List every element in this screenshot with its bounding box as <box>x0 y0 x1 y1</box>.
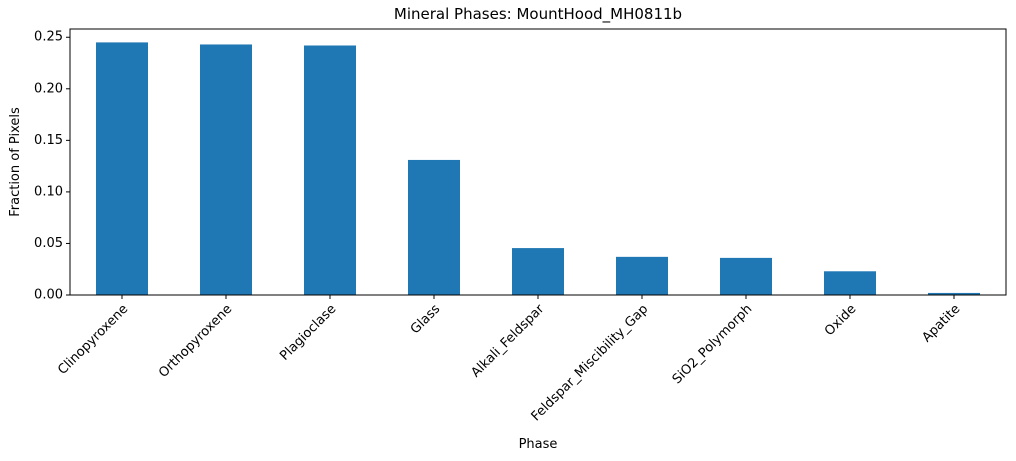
y-tick-label: 0.15 <box>34 133 63 148</box>
x-tick-label: Orthopyroxene <box>156 302 235 381</box>
x-tick-label: Apatite <box>920 302 964 346</box>
chart-title: Mineral Phases: MountHood_MH0811b <box>394 5 682 24</box>
bar <box>616 256 668 295</box>
x-tick-label: Glass <box>408 302 444 338</box>
x-tick-label: Feldspar_Miscibility_Gap <box>529 302 652 425</box>
bar <box>200 44 252 295</box>
x-tick-label: Oxide <box>822 302 859 339</box>
x-tick-label: Alkali_Feldspar <box>468 301 547 380</box>
y-tick-label: 0.00 <box>34 288 63 303</box>
y-tick-label: 0.10 <box>34 184 63 199</box>
plot-frame <box>69 28 1007 296</box>
bar <box>408 159 460 295</box>
x-tick-label: Plagioclase <box>277 302 339 364</box>
y-tick-label: 0.25 <box>34 30 63 45</box>
bar <box>512 248 564 295</box>
bar <box>824 271 876 295</box>
x-axis-label: Phase <box>519 437 558 452</box>
bar <box>928 292 980 295</box>
bar <box>304 45 356 295</box>
bar <box>96 42 148 295</box>
bar <box>720 257 772 295</box>
y-axis-label: Fraction of Pixels <box>8 107 23 217</box>
y-tick-label: 0.05 <box>34 236 63 251</box>
x-tick-label: Clinopyroxene <box>55 302 131 378</box>
y-tick-label: 0.20 <box>34 81 63 96</box>
x-tick-label: SiO2_Polymorph <box>670 302 756 388</box>
